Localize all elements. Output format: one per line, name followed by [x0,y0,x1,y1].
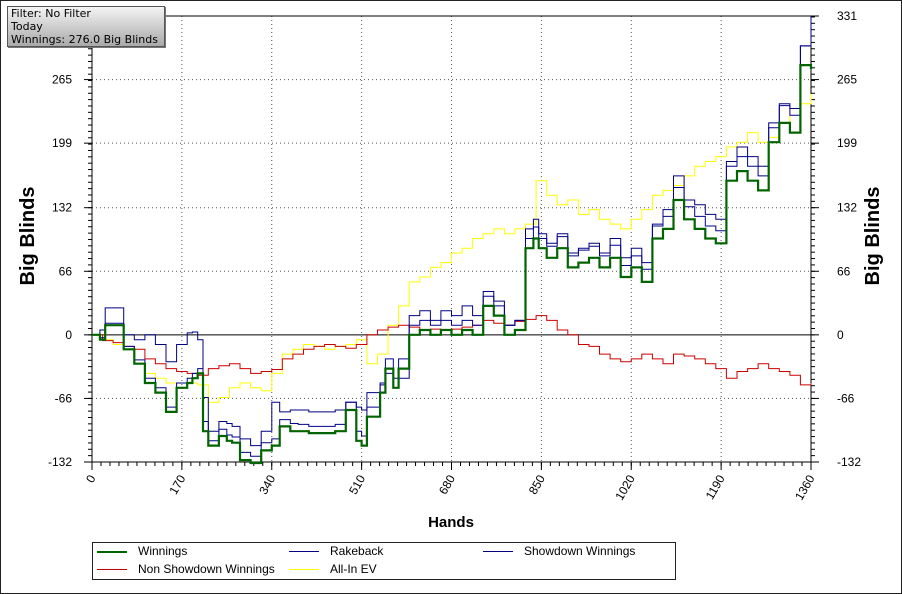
y-tick-label-left: 199 [52,136,72,150]
winnings-total-text: Winnings: 276.0 Big Blinds [11,33,158,46]
y-tick-label-left: -66 [55,391,73,405]
y-axis-title-right: Big Blinds [862,187,884,286]
chart-legend: Winnings Rakeback Showdown Winnings Non … [92,542,676,580]
filter-info-box: Filter: No Filter Today Winnings: 276.0 … [7,6,165,47]
legend-swatch-winnings [97,551,127,553]
x-tick-label: 170 [166,472,188,497]
x-tick-label: 1360 [792,472,818,502]
plot-area-border [91,15,812,463]
x-tick-label: 1190 [703,472,728,502]
legend-label-rakeback: Rakeback [330,544,384,558]
legend-swatch-rakeback [289,551,319,552]
series-line-winnings [92,63,813,465]
x-tick-label: 0 [83,472,99,485]
legend-label-winnings: Winnings [138,544,188,558]
y-tick-label-left: 265 [52,73,72,87]
legend-label-showdown-winnings: Showdown Winnings [524,544,636,558]
legend-swatch-showdown-winnings [483,551,513,552]
legend-label-non-showdown-winnings: Non Showdown Winnings [138,562,275,576]
filter-text: Filter: No Filter [11,7,91,20]
y-tick-label-left: 0 [65,328,72,342]
period-text: Today [11,20,43,33]
y-tick-label-right: 331 [837,9,857,23]
x-tick-label: 1020 [612,472,638,502]
x-axis-title: Hands [428,514,474,531]
y-tick-label-right: 199 [837,136,857,150]
series-line-rakeback [92,16,812,457]
x-tick-label: 680 [436,472,458,497]
y-tick-label-left: -132 [48,455,72,469]
legend-swatch-non-showdown-winnings [97,569,127,570]
y-tick-label-left: 66 [59,264,73,278]
y-tick-label-right: -132 [837,455,861,469]
y-tick-label-right: 265 [837,73,857,87]
y-tick-label-left: 132 [52,201,72,215]
legend-label-all-in-ev: All-In EV [330,562,377,576]
y-axis-title-left: Big Blinds [17,187,39,286]
x-tick-label: 850 [526,472,548,497]
x-tick-label: 510 [346,472,368,497]
y-tick-label-right: 66 [837,264,851,278]
y-tick-label-right: -66 [837,391,855,405]
y-tick-label-right: 132 [837,201,857,215]
legend-swatch-all-in-ev [289,569,319,570]
x-tick-label: 340 [256,472,278,497]
series-line-non-showdown-winnings [92,315,812,386]
series-line-all-in-ev [92,94,812,403]
y-tick-label-right: 0 [837,328,844,342]
